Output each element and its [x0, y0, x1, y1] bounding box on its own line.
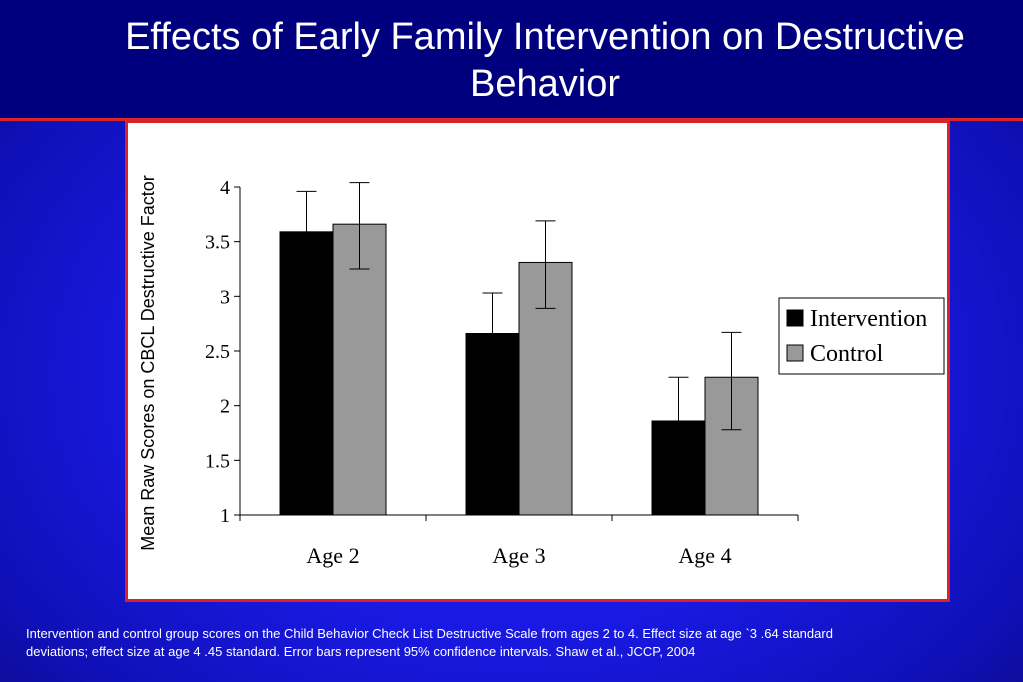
x-tick-label: Age 3 — [492, 543, 545, 568]
y-tick-label: 3.5 — [205, 232, 230, 254]
y-tick-label: 4 — [220, 177, 230, 199]
title-divider — [0, 118, 1023, 121]
slide-title-line-1: Effects of Early Family Intervention on … — [125, 16, 965, 58]
slide-title-line-2: Behavior — [470, 63, 620, 105]
bar-chart: Mean Raw Scores on CBCL Destructive Fact… — [138, 175, 945, 568]
bars — [279, 223, 759, 516]
caption-line-1: Intervention and control group scores on… — [26, 626, 833, 641]
x-tick-label: Age 4 — [678, 543, 731, 568]
legend-swatch — [786, 309, 804, 327]
x-tick-label: Age 2 — [306, 543, 359, 568]
y-tick-label: 1.5 — [205, 450, 230, 472]
caption-line-2: deviations; effect size at age 4 .45 sta… — [26, 644, 696, 659]
legend-label: Intervention — [810, 306, 927, 332]
chart-frame: Mean Raw Scores on CBCL Destructive Fact… — [125, 120, 950, 602]
y-axis: 1 1.5 2 2.5 3 3.5 4 — [205, 177, 241, 527]
bar-intervention — [279, 231, 334, 516]
x-axis: Age 2 Age 3 Age 4 — [239, 514, 799, 568]
legend-label: Control — [810, 341, 884, 367]
y-tick-label: 1 — [220, 505, 230, 527]
y-tick-label: 2.5 — [205, 341, 230, 363]
error-bars — [296, 182, 742, 462]
y-tick-label: 3 — [220, 286, 230, 308]
legend: Intervention Control — [778, 297, 945, 375]
figure-caption: Intervention and control group scores on… — [26, 625, 1001, 661]
y-tick-label: 2 — [220, 396, 230, 418]
legend-box — [778, 297, 945, 375]
y-axis-label: Mean Raw Scores on CBCL Destructive Fact… — [138, 175, 158, 550]
slide-title: Effects of Early Family Intervention on … — [80, 14, 1010, 108]
legend-swatch — [786, 344, 804, 362]
title-band — [0, 0, 1023, 118]
